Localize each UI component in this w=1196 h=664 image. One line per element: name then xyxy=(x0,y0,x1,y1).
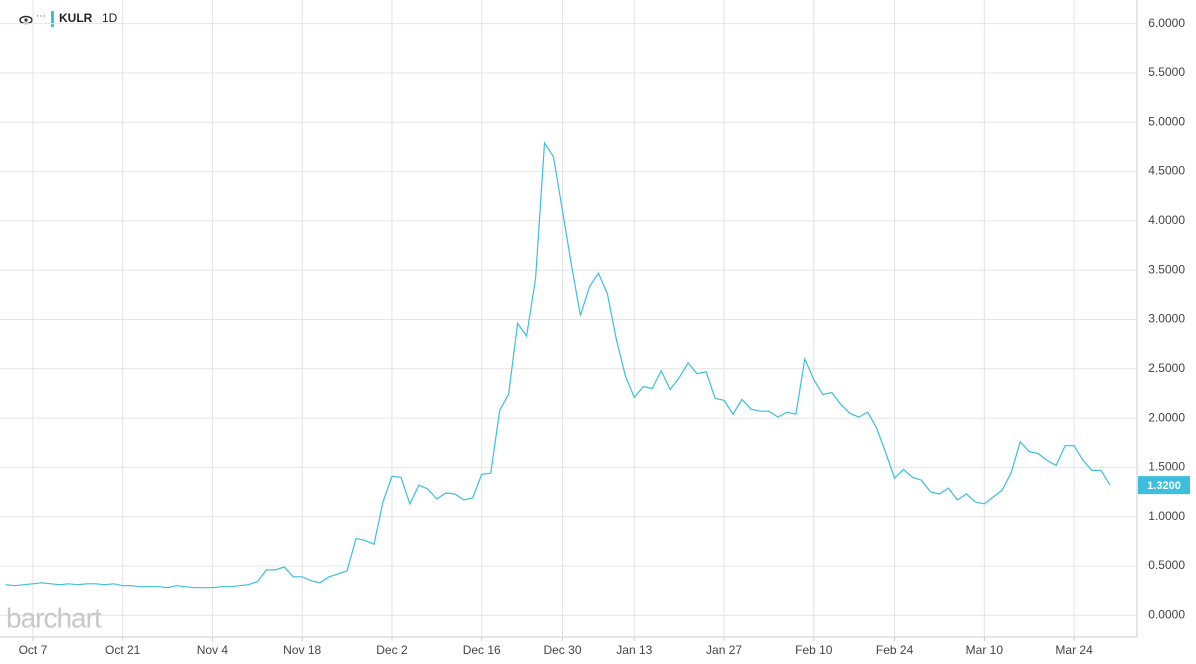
header: ··· KULR 1D xyxy=(19,11,118,27)
watermark: barchart xyxy=(6,602,102,633)
x-tick-label: Feb 10 xyxy=(795,643,833,657)
y-tick-label: 5.5000 xyxy=(1148,65,1185,79)
y-tick-label: 3.0000 xyxy=(1148,312,1185,326)
price-line xyxy=(5,141,1111,589)
y-tick-label: 0.0000 xyxy=(1148,607,1185,621)
y-tick-label: 4.5000 xyxy=(1148,164,1185,178)
y-tick-label: 2.5000 xyxy=(1148,361,1185,375)
price-marker xyxy=(1138,476,1190,495)
x-tick-label: Oct 21 xyxy=(105,643,141,657)
y-tick-label: 1.5000 xyxy=(1148,460,1185,474)
x-tick-label: Jan 27 xyxy=(706,643,742,657)
y-tick-label: 5.0000 xyxy=(1148,114,1185,128)
x-tick-label: Mar 10 xyxy=(966,643,1004,657)
y-tick-label: 6.0000 xyxy=(1148,16,1185,30)
x-tick-label: Dec 16 xyxy=(463,643,501,657)
x-tick-label: Nov 18 xyxy=(283,643,321,657)
y-tick-label: 2.0000 xyxy=(1148,410,1185,424)
x-tick-label: Dec 2 xyxy=(376,643,408,657)
symbol: KULR xyxy=(59,11,93,25)
menu-dots[interactable]: ··· xyxy=(36,11,46,22)
x-tick-label: Dec 30 xyxy=(543,643,581,657)
series-swatch xyxy=(51,11,54,27)
x-tick-label: Jan 13 xyxy=(616,643,652,657)
x-tick-label: Feb 24 xyxy=(876,643,914,657)
y-tick-label: 0.5000 xyxy=(1148,558,1185,572)
x-tick-label: Mar 24 xyxy=(1055,643,1093,657)
interval: 1D xyxy=(102,11,118,25)
x-tick-label: Nov 4 xyxy=(197,643,229,657)
eye-pupil xyxy=(24,18,28,22)
y-tick-label: 4.0000 xyxy=(1148,213,1185,227)
x-tick-label: Oct 7 xyxy=(19,643,48,657)
price-marker-label: 1.3200 xyxy=(1147,480,1181,492)
y-tick-label: 1.0000 xyxy=(1148,509,1185,523)
y-tick-label: 3.5000 xyxy=(1148,262,1185,276)
